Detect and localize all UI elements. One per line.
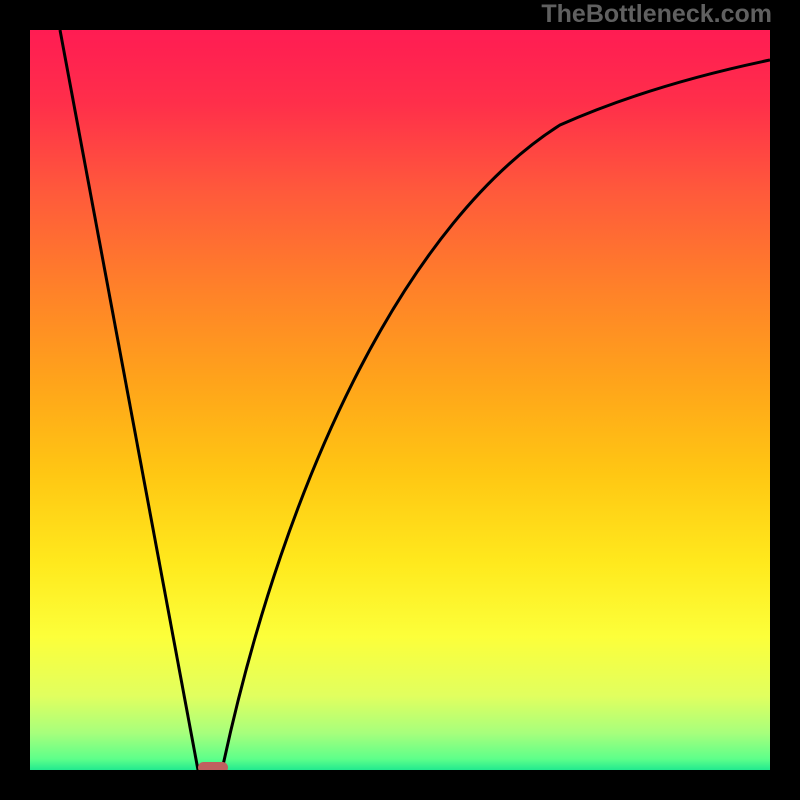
gradient-background <box>30 30 770 770</box>
watermark-text: TheBottleneck.com <box>541 0 772 29</box>
plot-svg <box>30 30 770 770</box>
chart-container: TheBottleneck.com <box>0 0 800 800</box>
optimal-marker <box>198 762 228 770</box>
plot-area <box>30 30 770 770</box>
